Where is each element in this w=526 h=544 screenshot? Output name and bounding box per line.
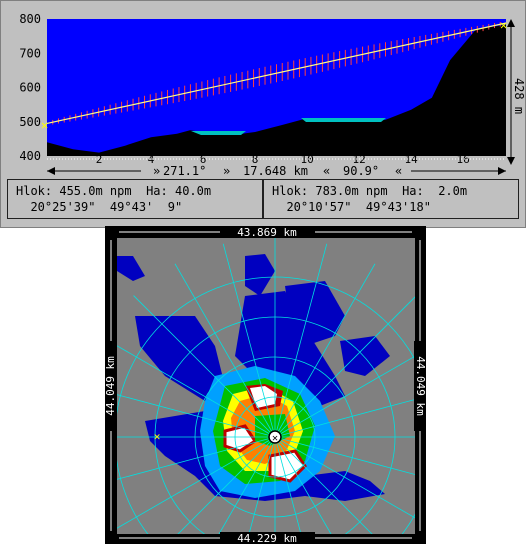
arrow-left-icon <box>47 167 55 175</box>
end-point-info: Hlok: 783.0m npm Ha: 2.0m 20°10'57" 49°4… <box>263 179 519 219</box>
x-tick-label: 2 <box>96 153 103 166</box>
arrow-down-icon <box>507 157 515 165</box>
hlok-label: Hlok: <box>272 184 309 198</box>
bearing-line <box>274 355 415 438</box>
chevron-left-icon: « <box>323 164 330 178</box>
start-coordinates: 20°25'39" 49°43' 9" <box>30 200 183 214</box>
start-point-info: Hlok: 455.0m npm Ha: 40.0m 20°25'39" 49°… <box>7 179 263 219</box>
x-tick-label: 14 <box>404 153 418 166</box>
y-tick-label: 700 <box>19 46 41 60</box>
bearing-line <box>177 436 276 534</box>
map-grid <box>117 238 415 534</box>
height-diff-label: 428 m <box>512 78 525 114</box>
x-tick-label: 8 <box>252 153 259 166</box>
bearing-line <box>274 436 415 475</box>
bearing-line <box>274 436 332 534</box>
bearing-line <box>218 436 276 534</box>
bearing-line <box>117 436 276 529</box>
transmitter-icon[interactable] <box>268 430 282 444</box>
bearing-line <box>274 399 415 438</box>
y-tick-label: 800 <box>19 12 41 26</box>
chevron-right-icon: » <box>223 164 230 178</box>
bearing-line <box>274 436 415 519</box>
water-area <box>301 118 386 122</box>
y-tick-label: 500 <box>19 115 41 129</box>
chevron-right-icon: » <box>153 164 160 178</box>
bearing-line <box>274 296 415 438</box>
distance-label: 17.648 km <box>243 164 308 178</box>
bearing-line <box>274 263 376 438</box>
ha-value: 2.0m <box>438 184 468 198</box>
bearing-line <box>274 436 373 534</box>
x-tick-label: 16 <box>457 153 470 166</box>
map-left-height-label: 44.049 km <box>105 356 117 416</box>
coverage-map[interactable]: ✕ ✕ 43.869 km 44.229 km 44.049 km 44.049… <box>105 226 426 544</box>
line-of-sight <box>46 22 507 125</box>
water-area <box>191 131 246 135</box>
ha-label: Ha: <box>146 184 168 198</box>
end-coordinates: 20°10'57" 49°43'18" <box>286 200 431 214</box>
azimuth-start-label: 271.1° <box>163 164 206 178</box>
hlok-value: 783.0m npm <box>315 184 388 198</box>
end-marker-icon: ✕ <box>500 18 507 32</box>
y-tick-label: 400 <box>19 149 41 163</box>
ha-value: 40.0m <box>174 184 212 198</box>
start-marker-icon: ✕ <box>41 118 48 132</box>
receiver-marker-icon[interactable]: ✕ <box>154 430 161 443</box>
bearing-line <box>222 243 276 438</box>
bearing-line <box>274 243 328 438</box>
arrow-right-icon <box>498 167 506 175</box>
hlok-label: Hlok: <box>16 184 53 198</box>
hlok-value: 455.0m npm <box>59 184 132 198</box>
arrow-up-icon <box>507 19 515 27</box>
y-tick-label: 600 <box>19 81 41 95</box>
transmitter-cross-icon: ✕ <box>272 433 278 444</box>
map-bottom-width-label: 44.229 km <box>237 532 297 544</box>
map-top-width-label: 43.869 km <box>237 226 297 239</box>
x-tick-label: 4 <box>148 153 155 166</box>
x-tick-label: 10 <box>300 153 313 166</box>
terrain-area <box>47 24 506 156</box>
bearing-line <box>117 394 276 438</box>
map-right-height-label: 44.049 km <box>414 356 426 416</box>
coverage-map-panel: ✕ ✕ 43.869 km 44.229 km 44.049 km 44.049… <box>105 226 426 544</box>
bearing-line <box>117 436 276 480</box>
bearing-line <box>117 345 276 438</box>
azimuth-end-label: 90.9° <box>343 164 379 178</box>
chevron-left-icon: « <box>395 164 402 178</box>
bearing-line <box>133 295 276 438</box>
ha-label: Ha: <box>402 184 424 198</box>
bearing-line <box>174 263 276 438</box>
